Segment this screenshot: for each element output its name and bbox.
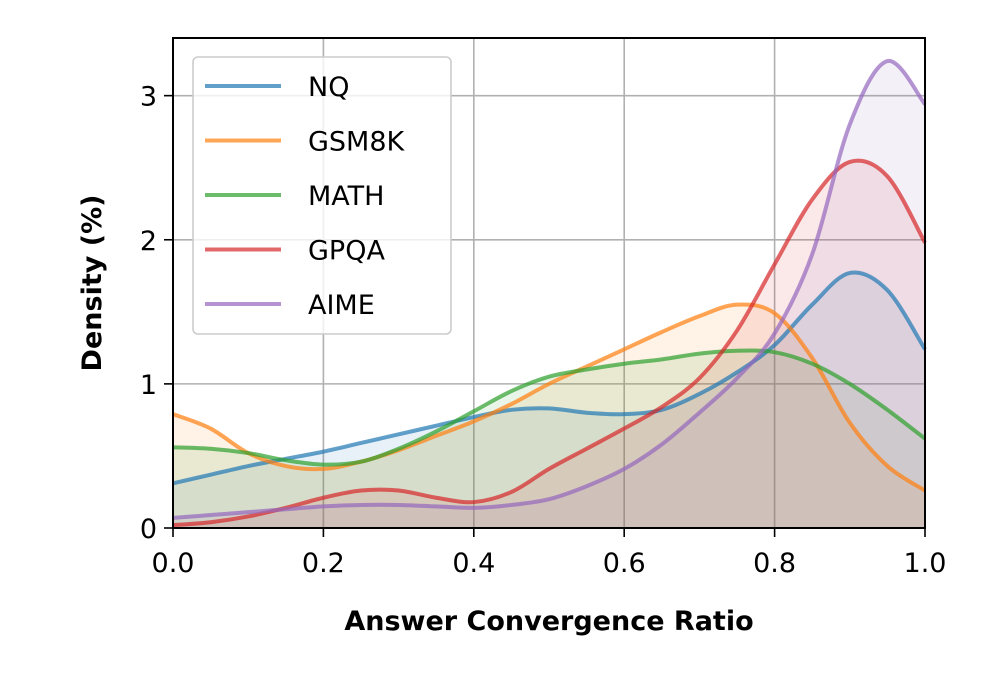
- series-line-nq: [172, 270, 927, 486]
- legend-label-nq: NQ: [308, 72, 349, 103]
- series-lines: [172, 59, 927, 528]
- x-axis-label: Answer Convergence Ratio: [344, 606, 753, 637]
- legend-label-gpqa: GPQA: [308, 236, 385, 267]
- tick-labels: 0.0 0.2 0.4 0.6 0.8 1.0 0 1 2 3: [140, 82, 947, 579]
- area-fill-nq: [173, 272, 925, 528]
- y-axis-label: Density (%): [77, 195, 108, 372]
- series-fills: [173, 60, 925, 529]
- y-tick-label: 1: [140, 370, 157, 401]
- x-tick-label: 0.2: [302, 548, 345, 579]
- area-fill-gsm8k: [173, 304, 925, 528]
- series-line-aime: [172, 59, 927, 520]
- series-line-math: [172, 348, 927, 467]
- y-tick-label: 0: [140, 514, 157, 545]
- area-fill-gpqa: [173, 160, 925, 529]
- axis-ticks: [164, 94, 926, 537]
- series-line-gsm8k: [172, 302, 927, 493]
- x-tick-label: 0.6: [603, 548, 646, 579]
- legend-label-aime: AIME: [308, 290, 375, 321]
- legend: NQ GSM8K MATH GPQA AIME: [192, 56, 452, 335]
- y-tick-label: 3: [140, 82, 157, 113]
- x-tick-label: 0.4: [452, 548, 495, 579]
- legend-frame: [192, 56, 452, 335]
- y-tick-label: 2: [140, 226, 157, 257]
- plot-frame: [172, 37, 926, 529]
- legend-label-math: MATH: [308, 181, 384, 212]
- area-fill-aime: [173, 60, 925, 528]
- x-tick-label: 1.0: [904, 548, 947, 579]
- x-tick-label: 0.8: [753, 548, 796, 579]
- area-fill-math: [173, 350, 925, 528]
- x-tick-label: 0.0: [152, 548, 195, 579]
- legend-label-gsm8k: GSM8K: [308, 127, 406, 158]
- series-line-gpqa: [172, 158, 927, 528]
